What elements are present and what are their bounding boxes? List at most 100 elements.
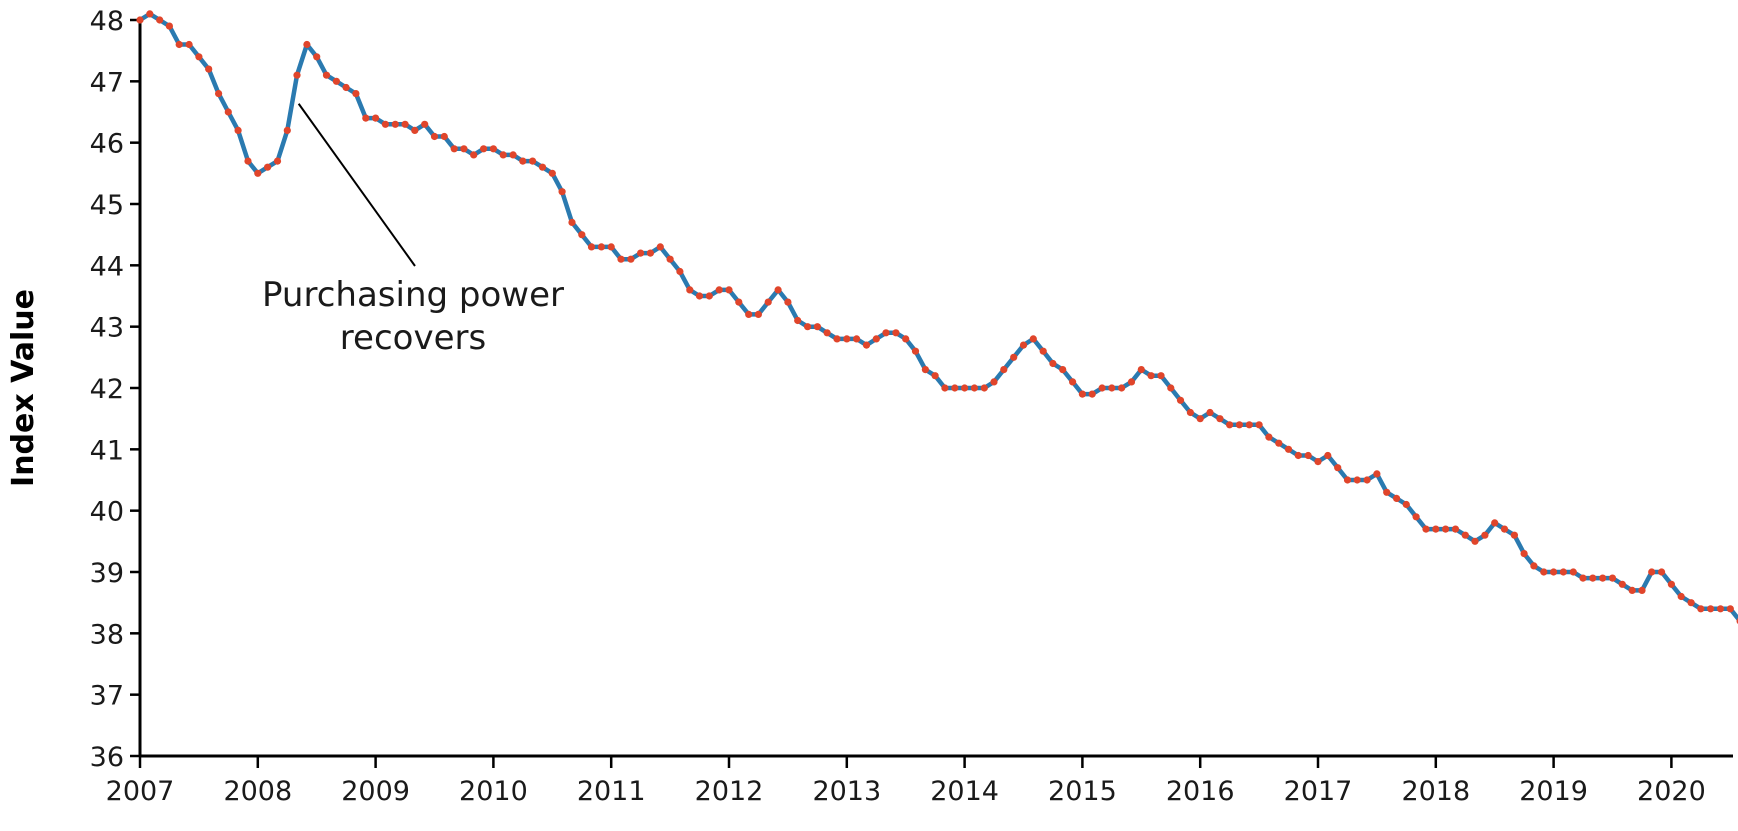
data-point <box>1726 605 1734 613</box>
data-point <box>1157 372 1165 380</box>
data-point <box>961 384 969 392</box>
data-point <box>1471 537 1479 545</box>
data-point <box>499 151 507 159</box>
data-point <box>1118 384 1126 392</box>
data-point <box>146 10 154 18</box>
data-point <box>1304 451 1312 460</box>
data-point <box>1648 568 1656 576</box>
data-point <box>970 384 979 392</box>
y-tick-label: 39 <box>90 558 124 589</box>
data-point <box>1451 525 1460 533</box>
y-tick-label: 43 <box>90 313 124 344</box>
data-point <box>1069 378 1077 386</box>
data-point <box>1628 586 1636 595</box>
data-point <box>1491 519 1499 527</box>
data-point <box>853 335 861 343</box>
data-point <box>548 169 556 177</box>
y-tick-label: 48 <box>90 6 124 37</box>
data-point <box>833 335 841 343</box>
data-point <box>1550 568 1558 576</box>
data-point <box>1667 580 1675 588</box>
data-point <box>843 335 851 343</box>
x-tick-label: 2013 <box>812 776 881 807</box>
data-point <box>538 163 547 171</box>
data-point <box>1383 488 1391 496</box>
data-point <box>264 163 272 171</box>
data-point <box>705 292 713 300</box>
data-point <box>715 286 723 294</box>
data-point <box>470 151 478 159</box>
data-point <box>1255 421 1263 429</box>
data-point <box>774 286 782 294</box>
data-point <box>902 335 910 343</box>
data-point <box>627 255 635 263</box>
data-point <box>411 126 419 134</box>
data-point <box>1353 476 1361 484</box>
data-point <box>519 157 527 165</box>
x-tick-label: 2020 <box>1637 776 1706 807</box>
annotation-text-line-2: recovers <box>340 318 486 358</box>
data-point <box>313 53 321 61</box>
x-tick-label: 2016 <box>1166 776 1235 807</box>
x-axis-ticks: 2007 2008 2009 2010 2011 2012 2013 2014 2015 2016… <box>106 756 1706 807</box>
data-point <box>1098 384 1106 392</box>
data-point <box>1481 531 1489 539</box>
data-point <box>1049 359 1057 368</box>
data-point <box>1059 366 1067 374</box>
data-point <box>1324 451 1332 460</box>
data-point <box>1608 574 1617 582</box>
data-point <box>892 329 900 337</box>
data-point <box>1137 366 1145 374</box>
data-point <box>1579 574 1587 582</box>
data-point <box>342 83 350 92</box>
data-point <box>1412 513 1420 521</box>
data-point <box>1530 562 1538 570</box>
data-point <box>1019 341 1028 349</box>
data-point <box>1343 476 1352 484</box>
data-point <box>862 341 871 349</box>
data-point <box>1589 574 1597 582</box>
data-point <box>1461 531 1469 539</box>
data-point <box>1265 433 1273 441</box>
data-point <box>911 347 920 355</box>
x-tick-label: 2010 <box>459 776 528 807</box>
data-point <box>646 249 655 257</box>
data-point <box>980 384 988 392</box>
data-point <box>1235 421 1243 429</box>
data-point <box>1010 353 1018 361</box>
data-point <box>794 316 802 325</box>
data-point <box>1442 525 1450 533</box>
data-point <box>352 90 360 98</box>
data-point <box>1658 568 1666 576</box>
data-point <box>1373 470 1381 478</box>
data-point <box>558 188 566 196</box>
data-point <box>1108 384 1116 392</box>
data-point <box>882 329 890 337</box>
data-point <box>676 267 684 276</box>
data-point <box>1510 531 1518 539</box>
y-axis-ticks: 36 37 38 39 40 41 42 43 44 45 46 47 48 <box>90 6 140 773</box>
data-point <box>1226 421 1234 429</box>
data-point <box>1029 335 1037 343</box>
data-point <box>745 310 753 318</box>
data-point <box>921 366 930 374</box>
data-point <box>283 126 291 134</box>
data-point <box>1540 568 1548 576</box>
data-point <box>1000 366 1008 374</box>
data-point <box>1569 568 1577 576</box>
data-point <box>784 298 792 306</box>
data-point <box>1716 605 1725 613</box>
data-point <box>1147 372 1155 380</box>
data-point <box>244 157 252 165</box>
data-point <box>1559 568 1567 576</box>
data-point <box>1294 451 1302 460</box>
data-point <box>587 243 596 251</box>
x-tick-label: 2018 <box>1401 776 1470 807</box>
data-point <box>1422 525 1430 533</box>
data-point <box>990 378 998 386</box>
data-point <box>656 243 664 251</box>
data-point <box>421 120 429 128</box>
data-point <box>1039 347 1047 355</box>
data-point <box>1176 396 1185 404</box>
